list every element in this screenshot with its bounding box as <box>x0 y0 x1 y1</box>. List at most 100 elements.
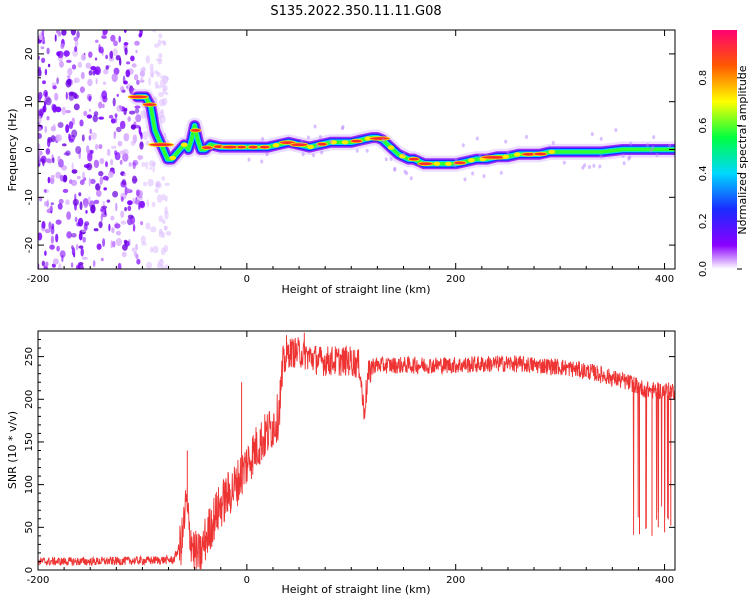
noise-blob <box>113 67 120 76</box>
noise-blob <box>158 91 164 98</box>
noise-blob <box>102 238 106 247</box>
noise-blob <box>141 162 147 167</box>
bot-x-tick-label: -200 <box>27 575 50 586</box>
bot-y-tick-label: 0 <box>24 567 35 573</box>
noise-blob <box>108 171 114 178</box>
noise-blob <box>58 198 64 204</box>
noise-blob <box>161 176 166 181</box>
noise-blob <box>119 159 123 165</box>
noise-blob <box>158 53 163 59</box>
noise-blob <box>89 128 92 134</box>
noise-blob <box>139 79 145 83</box>
noise-blob <box>126 61 131 65</box>
noise-blob <box>117 262 122 269</box>
noise-blob <box>108 114 114 119</box>
noise-blob <box>119 57 122 66</box>
noise-blob <box>152 30 156 33</box>
noise-speck <box>592 163 596 168</box>
noise-blob <box>110 215 115 221</box>
noise-blob <box>95 143 99 150</box>
noise-blob <box>111 73 118 82</box>
noise-blob <box>71 169 78 174</box>
noise-blob <box>131 175 138 184</box>
noise-blob <box>152 165 155 173</box>
noise-speck <box>300 140 304 145</box>
noise-speck <box>261 136 265 141</box>
noise-speck <box>260 159 264 164</box>
noise-blob <box>55 171 61 179</box>
noise-blob <box>68 133 71 141</box>
ridge-peak <box>467 158 475 163</box>
bot-y-tick-label: 250 <box>24 347 35 366</box>
noise-speck <box>504 139 508 144</box>
noise-blob <box>57 32 62 36</box>
ridge-peak <box>453 160 467 166</box>
noise-blob <box>52 258 59 265</box>
noise-blob <box>96 243 102 250</box>
noise-blob <box>83 202 88 209</box>
noise-blob <box>122 153 129 162</box>
noise-blob <box>98 144 103 150</box>
noise-speck <box>409 176 413 181</box>
bot-y-tick-label: 100 <box>24 475 35 494</box>
noise-blob <box>55 233 59 243</box>
noise-speck <box>629 141 633 146</box>
noise-blob <box>106 148 111 157</box>
noise-speck <box>562 160 566 165</box>
noise-speck <box>381 138 385 143</box>
noise-speck <box>389 157 393 161</box>
noise-blob <box>127 214 134 219</box>
noise-blob <box>136 79 140 86</box>
noise-blob <box>93 199 100 204</box>
noise-blob <box>129 87 135 92</box>
noise-blob <box>93 159 100 169</box>
noise-blob <box>102 200 106 207</box>
noise-blob <box>45 261 49 267</box>
snr-y-label: SNR (10 * v/v) <box>6 411 19 489</box>
noise-blob <box>66 211 71 220</box>
noise-blob <box>132 197 135 204</box>
noise-blob <box>95 39 99 43</box>
noise-blob <box>124 186 128 196</box>
noise-blob <box>78 262 84 266</box>
noise-blob <box>135 49 138 54</box>
noise-blob <box>158 215 164 223</box>
noise-blob <box>132 134 137 144</box>
noise-blob <box>149 63 154 71</box>
ridge-peak <box>189 128 202 133</box>
noise-blob <box>114 223 121 229</box>
noise-blob <box>105 65 109 70</box>
noise-blob <box>151 201 156 208</box>
noise-blob <box>75 146 82 154</box>
noise-blob <box>109 51 112 58</box>
noise-blob <box>89 178 96 184</box>
noise-speck <box>590 132 594 137</box>
noise-speck <box>318 134 322 139</box>
noise-speck <box>581 165 585 170</box>
noise-blob <box>126 188 131 193</box>
noise-blob <box>51 263 56 268</box>
noise-blob <box>113 131 116 140</box>
noise-blob <box>147 178 154 187</box>
noise-blob <box>58 263 62 269</box>
noise-blob <box>61 106 66 116</box>
snr-x-label: Height of straight line (km) <box>281 583 430 596</box>
noise-blob <box>111 227 115 234</box>
top-x-tick-label: 0 <box>244 274 250 285</box>
noise-blob <box>88 108 92 112</box>
noise-blob <box>79 119 84 127</box>
noise-blob <box>78 192 82 197</box>
noise-blob <box>79 179 85 185</box>
noise-blob <box>154 188 159 193</box>
noise-blob <box>78 232 83 241</box>
noise-blob <box>162 219 166 225</box>
noise-blob <box>82 171 86 180</box>
noise-speck <box>525 134 528 139</box>
noise-blob <box>74 77 80 84</box>
noise-blob <box>90 66 97 71</box>
noise-blob <box>110 34 116 42</box>
noise-blob <box>138 201 145 208</box>
bot-x-tick-label: 0 <box>244 575 250 586</box>
noise-blob <box>38 150 43 156</box>
